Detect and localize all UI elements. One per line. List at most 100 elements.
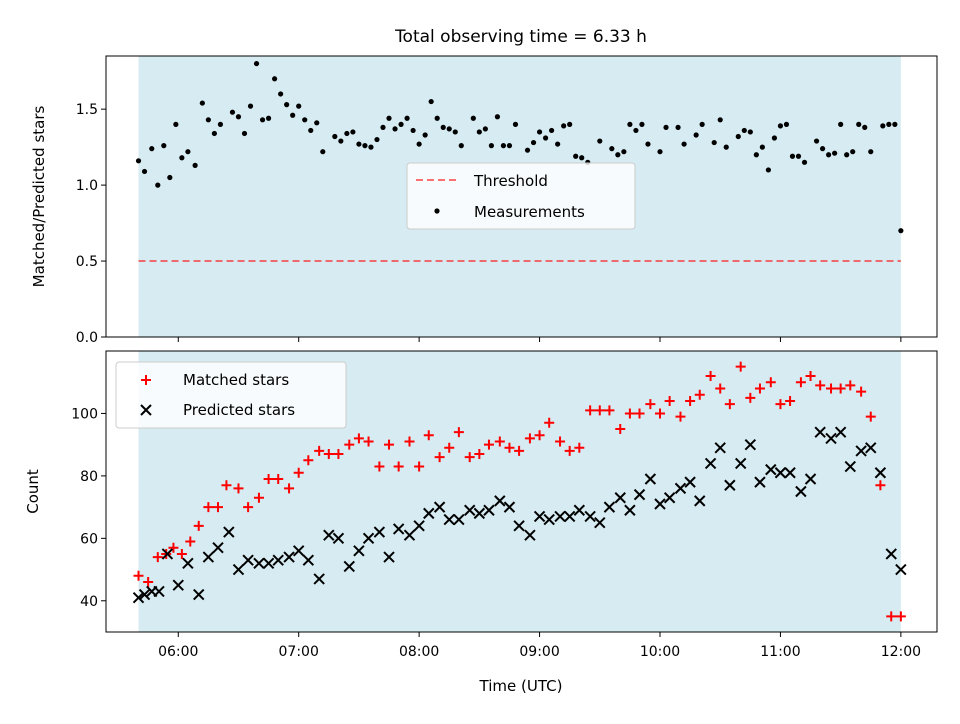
- predicted-star-point: [132, 591, 145, 604]
- predicted-star-point: [554, 510, 566, 523]
- measurement-point: [416, 141, 422, 147]
- measurement-point: [657, 149, 663, 155]
- count-x-tick-label: 09:00: [519, 644, 559, 660]
- measurement-point: [205, 117, 211, 123]
- measurement-point: [693, 132, 699, 138]
- measurement-point: [374, 136, 380, 143]
- matched-star-point: [585, 405, 596, 416]
- measurement-point: [862, 124, 868, 130]
- predicted-star-point: [343, 560, 355, 573]
- measurement-point: [506, 143, 513, 149]
- count-legend: Matched stars Predicted stars: [115, 361, 347, 429]
- matched-star-point: [143, 577, 154, 588]
- measurement-point: [199, 100, 205, 106]
- matched-star-point: [344, 439, 355, 450]
- predicted-star-point: [704, 457, 717, 470]
- predicted-star-point: [232, 563, 245, 576]
- ratio-axes: 0.0 0.5 1.0 1.5: [76, 102, 902, 346]
- measurement-point: [308, 127, 314, 134]
- measurement-point: [253, 60, 260, 67]
- predicted-star-point: [724, 479, 736, 491]
- predicted-star-point: [403, 529, 416, 541]
- matched-star-point: [715, 383, 726, 394]
- predicted-star-point: [603, 501, 616, 513]
- predicted-star-point: [584, 510, 596, 523]
- measurement-point: [278, 91, 284, 97]
- measurement-point: [141, 168, 148, 175]
- measurement-point: [458, 143, 464, 149]
- predicted-star-point: [694, 495, 706, 507]
- measurement-point: [850, 149, 856, 155]
- matched-star-point: [514, 445, 525, 456]
- measurement-point: [723, 144, 729, 150]
- predicted-star-point: [814, 426, 826, 438]
- matched-star-point: [384, 439, 395, 450]
- predicted-star-point: [283, 551, 295, 563]
- ratio-legend: Threshold Measurements: [406, 162, 636, 230]
- predicted-star-point: [765, 463, 777, 476]
- measurement-point: [886, 121, 892, 127]
- measurement-point: [597, 138, 603, 144]
- measurement-point: [826, 152, 832, 158]
- matched-star-point: [314, 445, 325, 456]
- measurement-point: [185, 149, 191, 155]
- measurement-point: [633, 127, 639, 134]
- measurement-point: [135, 158, 142, 164]
- matched-star-point: [555, 436, 566, 447]
- predicted-star-point: [524, 529, 536, 541]
- count-x-tick-label: 07:00: [279, 644, 319, 660]
- matched-star-point: [735, 361, 746, 372]
- predicted-star-point: [834, 426, 847, 438]
- measurement-point: [149, 146, 155, 152]
- measurement-point: [217, 121, 224, 127]
- predicted-star-point: [804, 473, 817, 485]
- predicted-star-point: [503, 501, 516, 513]
- measurement-point: [868, 149, 874, 155]
- matched-star-point: [168, 542, 179, 553]
- measurement-point: [404, 115, 410, 121]
- measurement-point: [440, 124, 446, 130]
- count-x-tick-label: 10:00: [640, 644, 680, 660]
- matched-star-point: [221, 480, 232, 491]
- matched-star-point: [826, 383, 837, 394]
- measurement-point: [524, 147, 531, 153]
- measurement-point: [832, 150, 838, 156]
- measurement-point: [265, 115, 272, 121]
- measurement-point: [783, 121, 790, 127]
- predicted-star-point: [253, 557, 265, 570]
- predicted-star-point: [513, 520, 525, 532]
- predicted-star-point: [614, 492, 626, 504]
- measurement-point: [675, 124, 681, 130]
- matched-star-point: [675, 411, 686, 422]
- matched-star-point: [886, 611, 897, 622]
- predicted-star-point: [362, 532, 375, 545]
- matched-star-point: [875, 480, 886, 491]
- matched-star-point: [754, 383, 765, 394]
- matched-star-point: [374, 461, 385, 472]
- predicted-star-point: [644, 473, 657, 485]
- measurement-point: [741, 127, 747, 134]
- matched-star-point: [303, 455, 314, 466]
- count-axes: 40 60 80 100 06:00 07:00 08:00 09:00 10:00 11:00 1…: [71, 406, 921, 660]
- measurement-point: [880, 123, 886, 129]
- matched-star-point: [152, 552, 163, 563]
- measurement-point: [699, 121, 705, 127]
- measurement-point: [789, 153, 796, 159]
- matched-star-point: [453, 427, 464, 438]
- predicted-star-point: [594, 517, 606, 529]
- matched-star-point: [494, 436, 505, 447]
- matched-star-point: [685, 395, 696, 406]
- measurement-point: [314, 120, 320, 126]
- predicted-star-point: [624, 504, 636, 516]
- matched-star-point: [273, 474, 284, 485]
- predicted-star-point: [223, 526, 235, 538]
- matched-star-point: [845, 380, 856, 391]
- measurement-point: [819, 146, 826, 152]
- predicted-star-point: [543, 513, 555, 526]
- predicted-star-point: [473, 507, 486, 520]
- ratio-legend-box: [406, 162, 636, 230]
- matched-star-point: [624, 408, 635, 419]
- measurement-point: [567, 121, 573, 127]
- measurement-point: [470, 115, 476, 121]
